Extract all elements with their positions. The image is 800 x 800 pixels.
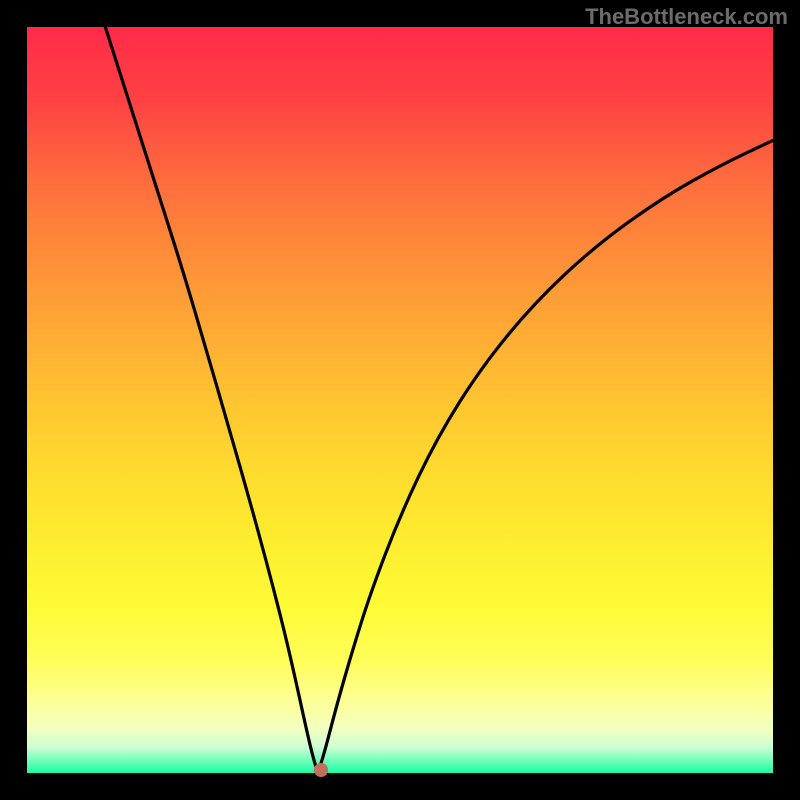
chart-container: TheBottleneck.com bbox=[0, 0, 800, 800]
minimum-marker bbox=[314, 763, 328, 777]
plot-area bbox=[27, 27, 773, 773]
watermark-text: TheBottleneck.com bbox=[585, 4, 788, 30]
gradient-background bbox=[27, 27, 773, 773]
